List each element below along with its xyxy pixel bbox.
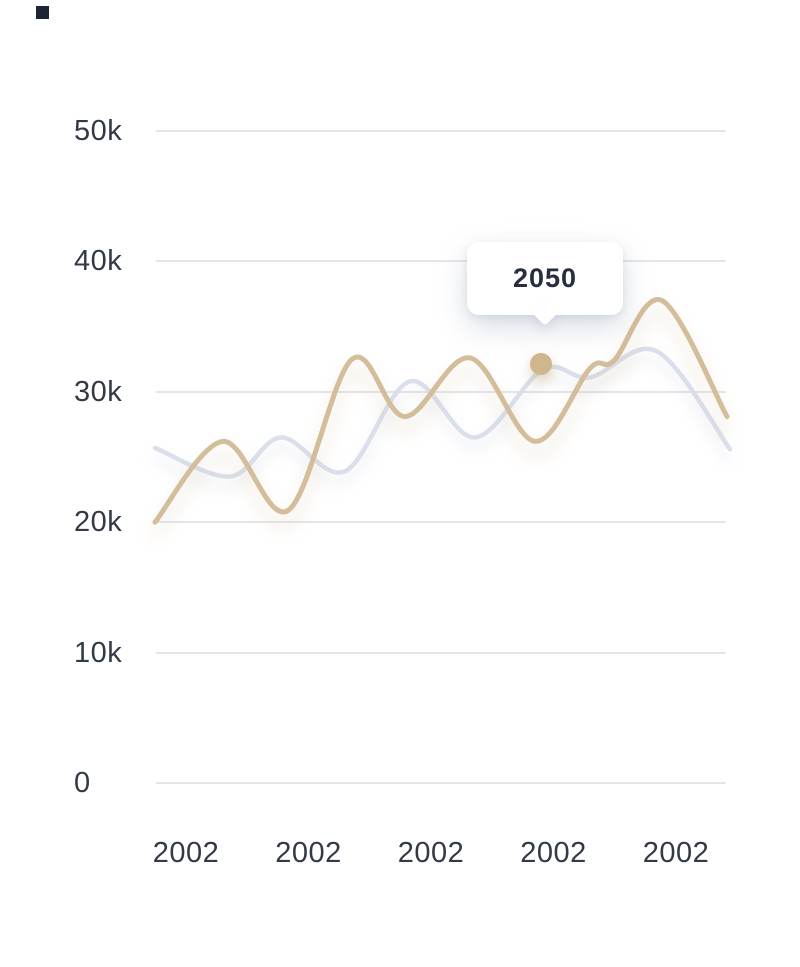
corner-mark bbox=[36, 6, 49, 19]
gridline bbox=[156, 260, 726, 263]
primary-line bbox=[152, 297, 730, 525]
y-tick-label: 50k bbox=[74, 115, 123, 147]
tooltip-value-label: 2050 bbox=[512, 263, 578, 293]
gridline bbox=[156, 390, 726, 393]
y-tick-label: 40k bbox=[74, 245, 123, 278]
x-tick-label: 2002 bbox=[520, 837, 587, 869]
x-tick-label: 2002 bbox=[152, 837, 220, 869]
x-tick-label: 2002 bbox=[642, 837, 710, 869]
gridline bbox=[156, 130, 726, 132]
tooltip: 2050 bbox=[467, 242, 623, 326]
y-tick-label: 30k bbox=[74, 375, 123, 408]
gridline bbox=[156, 782, 726, 784]
x-tick-label: 2002 bbox=[397, 837, 465, 869]
y-tick-label: 20k bbox=[74, 506, 123, 539]
gridline bbox=[156, 521, 726, 524]
secondary-line bbox=[152, 346, 733, 479]
x-tick-label: 2002 bbox=[275, 837, 342, 869]
y-tick-label: 0 bbox=[74, 767, 91, 799]
y-tick-label: 10k bbox=[74, 636, 123, 669]
highlight-point-marker[interactable] bbox=[530, 353, 552, 376]
gridline bbox=[156, 651, 726, 654]
